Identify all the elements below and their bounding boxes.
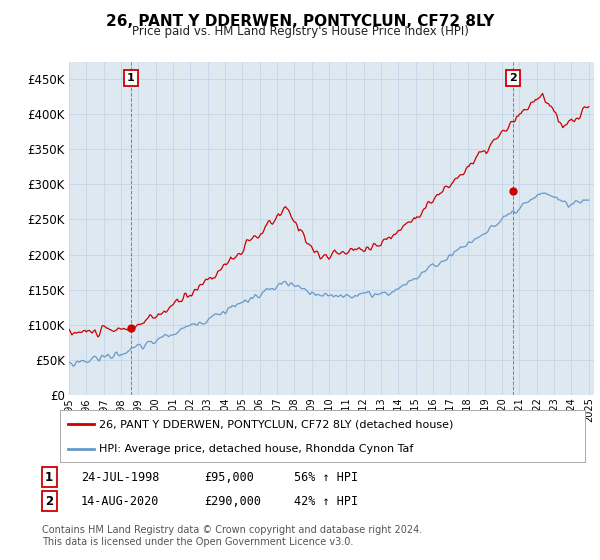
Text: 26, PANT Y DDERWEN, PONTYCLUN, CF72 8LY (detached house): 26, PANT Y DDERWEN, PONTYCLUN, CF72 8LY … bbox=[100, 419, 454, 430]
Text: 56% ↑ HPI: 56% ↑ HPI bbox=[294, 470, 358, 484]
Text: 2: 2 bbox=[45, 494, 53, 508]
Text: 2: 2 bbox=[509, 73, 517, 83]
Text: £290,000: £290,000 bbox=[204, 494, 261, 508]
Text: 42% ↑ HPI: 42% ↑ HPI bbox=[294, 494, 358, 508]
Text: £95,000: £95,000 bbox=[204, 470, 254, 484]
Text: Price paid vs. HM Land Registry's House Price Index (HPI): Price paid vs. HM Land Registry's House … bbox=[131, 25, 469, 38]
Text: 1: 1 bbox=[127, 73, 134, 83]
Text: 26, PANT Y DDERWEN, PONTYCLUN, CF72 8LY: 26, PANT Y DDERWEN, PONTYCLUN, CF72 8LY bbox=[106, 14, 494, 29]
Text: HPI: Average price, detached house, Rhondda Cynon Taf: HPI: Average price, detached house, Rhon… bbox=[100, 444, 414, 454]
Text: 1: 1 bbox=[45, 470, 53, 484]
Text: 14-AUG-2020: 14-AUG-2020 bbox=[81, 494, 160, 508]
Text: Contains HM Land Registry data © Crown copyright and database right 2024.
This d: Contains HM Land Registry data © Crown c… bbox=[42, 525, 422, 547]
Text: 24-JUL-1998: 24-JUL-1998 bbox=[81, 470, 160, 484]
